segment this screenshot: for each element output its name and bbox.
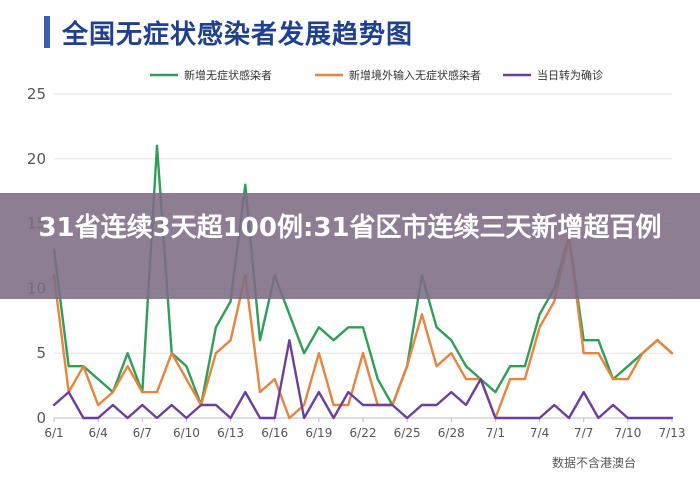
headline-text: 31省连续3天超100例:31省区市连续三天新增超百例 (38, 213, 662, 243)
x-tick-label: 6/22 (350, 426, 377, 440)
y-tick-label: 0 (36, 409, 46, 427)
x-tick-label: 7/1 (486, 426, 505, 440)
chart-title: 全国无症状感染者发展趋势图 (62, 20, 414, 50)
legend: 新增无症状感染者 新增境外输入无症状感染者 当日转为确诊 (150, 68, 603, 82)
x-axis: 6/1 6/4 6/7 6/10 6/13 6/16 6/19 6/22 6/25 6/28 7/1… (44, 418, 685, 440)
legend-label-2: 当日转为确诊 (537, 68, 603, 82)
x-tick-label: 6/13 (217, 426, 244, 440)
series-line-2 (52, 339, 674, 420)
legend-label-0: 新增无症状感染者 (184, 68, 272, 82)
x-tick-label: 6/7 (133, 426, 152, 440)
x-tick-label: 7/13 (659, 426, 686, 440)
x-tick-label: 6/19 (305, 426, 332, 440)
x-tick-label: 6/28 (438, 426, 465, 440)
headline-overlay (0, 193, 700, 299)
x-tick-label: 6/10 (173, 426, 200, 440)
y-tick-label: 5 (36, 344, 46, 362)
y-tick-label: 20 (27, 150, 46, 168)
title-accent-bar (44, 16, 50, 48)
x-tick-label: 6/16 (261, 426, 288, 440)
source-note: 数据不含港澳台 (552, 456, 637, 470)
x-tick-label: 6/1 (44, 426, 63, 440)
y-tick-label: 25 (27, 85, 46, 103)
x-tick-label: 7/7 (574, 426, 593, 440)
x-tick-label: 7/10 (614, 426, 641, 440)
x-tick-label: 7/4 (530, 426, 549, 440)
x-tick-label: 6/25 (394, 426, 421, 440)
x-tick-label: 6/4 (88, 426, 107, 440)
legend-label-1: 新增境外输入无症状感染者 (349, 68, 481, 82)
